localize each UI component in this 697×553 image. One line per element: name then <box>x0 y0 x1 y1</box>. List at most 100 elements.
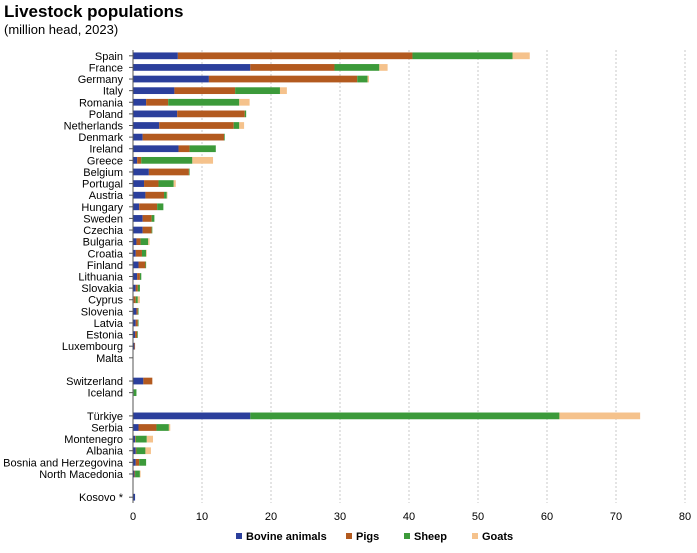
bar-germany-sheep <box>357 75 368 83</box>
bar-albania-sheep <box>136 447 146 455</box>
bar-north-macedonia-bovine-animals <box>133 470 135 478</box>
legend-label: Bovine animals <box>246 531 327 543</box>
bar-bosnia-and-herzegovina-sheep <box>139 458 147 466</box>
bar-austria-bovine-animals <box>133 191 146 199</box>
bar-finland-pigs <box>138 261 146 269</box>
bar-portugal-bovine-animals <box>133 180 145 187</box>
bar-slovakia-pigs <box>135 284 138 292</box>
bar-montenegro-sheep <box>135 435 147 443</box>
bar-serbia-goats <box>168 424 171 431</box>
bar-north-macedonia-goats <box>139 470 141 478</box>
bar-slovakia-bovine-animals <box>133 284 136 292</box>
bar-kosovo-bovine-animals <box>133 493 136 501</box>
legend-swatch <box>472 533 478 539</box>
category-label-cyprus: Cyprus <box>88 295 123 307</box>
category-label-ireland: Ireland <box>89 144 123 156</box>
x-tick-label: 70 <box>610 511 622 523</box>
category-label-finland: Finland <box>87 260 123 272</box>
bar-montenegro-pigs <box>135 435 136 443</box>
x-tick-label: 30 <box>334 511 346 523</box>
legend-label: Sheep <box>414 531 447 543</box>
bar-switzerland-pigs <box>143 377 153 385</box>
bar-poland-bovine-animals <box>133 110 178 118</box>
bar-austria-goats <box>166 191 168 199</box>
bar-montenegro-goats <box>146 435 154 443</box>
category-label-estonia: Estonia <box>86 330 124 342</box>
bar-luxembourg-bovine-animals <box>133 342 135 350</box>
axes <box>129 50 134 503</box>
category-label-italy: Italy <box>103 86 124 98</box>
bar-sweden-bovine-animals <box>133 215 143 222</box>
bar-lithuania-bovine-animals <box>133 273 138 280</box>
bar-slovakia-sheep <box>137 284 140 292</box>
bar-switzerland-bovine-animals <box>133 377 144 385</box>
bar-iceland-sheep <box>133 389 137 397</box>
bar-czechia-sheep <box>151 226 153 234</box>
bar-cyprus-goats <box>137 296 140 304</box>
bar-latvia-pigs <box>135 319 138 327</box>
bar-croatia-sheep <box>141 249 147 257</box>
bar-estonia-pigs <box>135 331 138 338</box>
bar-hungary-pigs <box>139 203 158 211</box>
x-tick-label: 10 <box>196 511 208 523</box>
legend-item-bovine-animals: Bovine animals <box>236 531 327 543</box>
bar-poland-sheep <box>244 110 247 118</box>
bar-greece-pigs <box>137 156 142 164</box>
bar-denmark-sheep <box>224 133 225 141</box>
legend-label: Goats <box>482 531 513 543</box>
x-tick-label: 50 <box>472 511 484 523</box>
category-label-latvia: Latvia <box>94 318 124 330</box>
category-label-t-rkiye: Türkiye <box>87 411 123 423</box>
category-label-greece: Greece <box>87 155 123 167</box>
legend-item-sheep: Sheep <box>404 531 447 543</box>
bar-t-rkiye-goats <box>559 412 641 420</box>
bar-greece-sheep <box>141 156 193 164</box>
category-label-bulgaria: Bulgaria <box>83 237 124 249</box>
bar-germany-pigs <box>208 75 358 83</box>
bar-sweden-sheep <box>151 215 155 222</box>
bar-poland-pigs <box>177 110 245 118</box>
bar-portugal-goats <box>173 180 176 187</box>
category-label-kosovo: Kosovo * <box>79 492 124 504</box>
bar-cyprus-pigs <box>133 296 136 304</box>
legend-item-goats: Goats <box>472 531 513 543</box>
category-label-luxembourg: Luxembourg <box>62 341 123 353</box>
category-label-north-macedonia: North Macedonia <box>39 469 124 481</box>
bar-hungary-bovine-animals <box>133 203 140 211</box>
bar-serbia-sheep <box>156 424 169 431</box>
category-label-spain: Spain <box>95 51 123 63</box>
legend-swatch <box>236 533 242 539</box>
bar-france-pigs <box>250 64 335 71</box>
x-tick-labels: 0 10 20 30 40 50 60 70 80 <box>130 511 691 523</box>
bar-france-goats <box>379 64 388 71</box>
bar-slovenia-pigs <box>136 307 138 315</box>
bar-spain-pigs <box>177 52 413 60</box>
category-label-slovenia: Slovenia <box>81 306 124 318</box>
chart-subtitle: (million head, 2023) <box>4 22 119 37</box>
bar-ireland-pigs <box>178 145 190 153</box>
bar-serbia-pigs <box>138 424 157 431</box>
bar-austria-pigs <box>145 191 165 199</box>
bar-greece-goats <box>192 156 214 164</box>
legend-swatch <box>346 533 352 539</box>
bar-sweden-pigs <box>142 215 152 222</box>
category-label-croatia: Croatia <box>88 248 124 260</box>
bar-bosnia-and-herzegovina-pigs <box>135 458 140 466</box>
bar-denmark-pigs <box>142 133 225 141</box>
bar-estonia-bovine-animals <box>133 331 136 338</box>
bar-bulgaria-pigs <box>136 238 141 246</box>
bar-ireland-sheep <box>189 145 216 153</box>
bar-denmark-bovine-animals <box>133 133 143 141</box>
bar-cyprus-sheep <box>135 296 138 304</box>
bar-albania-bovine-animals <box>133 447 136 455</box>
bar-netherlands-pigs <box>159 122 234 129</box>
bar-estonia-sheep <box>137 331 138 338</box>
category-label-belgium: Belgium <box>83 167 123 179</box>
bar-slovenia-sheep <box>137 307 139 315</box>
bar-latvia-bovine-animals <box>133 319 136 327</box>
bar-t-rkiye-sheep <box>250 412 560 420</box>
bar-romania-pigs <box>146 98 169 106</box>
bar-romania-bovine-animals <box>133 98 147 106</box>
bar-austria-sheep <box>164 191 167 199</box>
